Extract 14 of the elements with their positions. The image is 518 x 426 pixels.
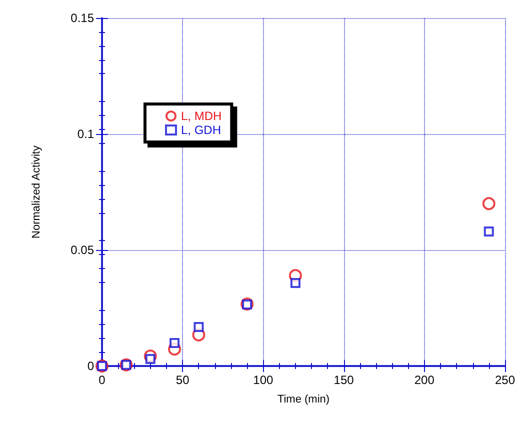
y-tick-label: 0.05 bbox=[70, 243, 94, 257]
legend-label: L, MDH bbox=[181, 109, 222, 123]
y-tick-label: 0.1 bbox=[77, 127, 94, 141]
y-tick-label: 0 bbox=[87, 359, 94, 373]
legend-label: L, GDH bbox=[181, 123, 222, 137]
y-axis-title: Normalized Activity bbox=[30, 145, 42, 238]
x-tick-label: 150 bbox=[334, 373, 354, 387]
x-axis-title: Time (min) bbox=[277, 394, 330, 406]
x-tick-label: 250 bbox=[494, 373, 516, 387]
x-tick-label: 100 bbox=[253, 373, 274, 387]
x-tick-label: 200 bbox=[414, 373, 435, 387]
x-tick-label: 50 bbox=[176, 373, 190, 387]
x-tick-label: 0 bbox=[98, 373, 106, 387]
y-tick-label: 0.15 bbox=[70, 11, 94, 25]
